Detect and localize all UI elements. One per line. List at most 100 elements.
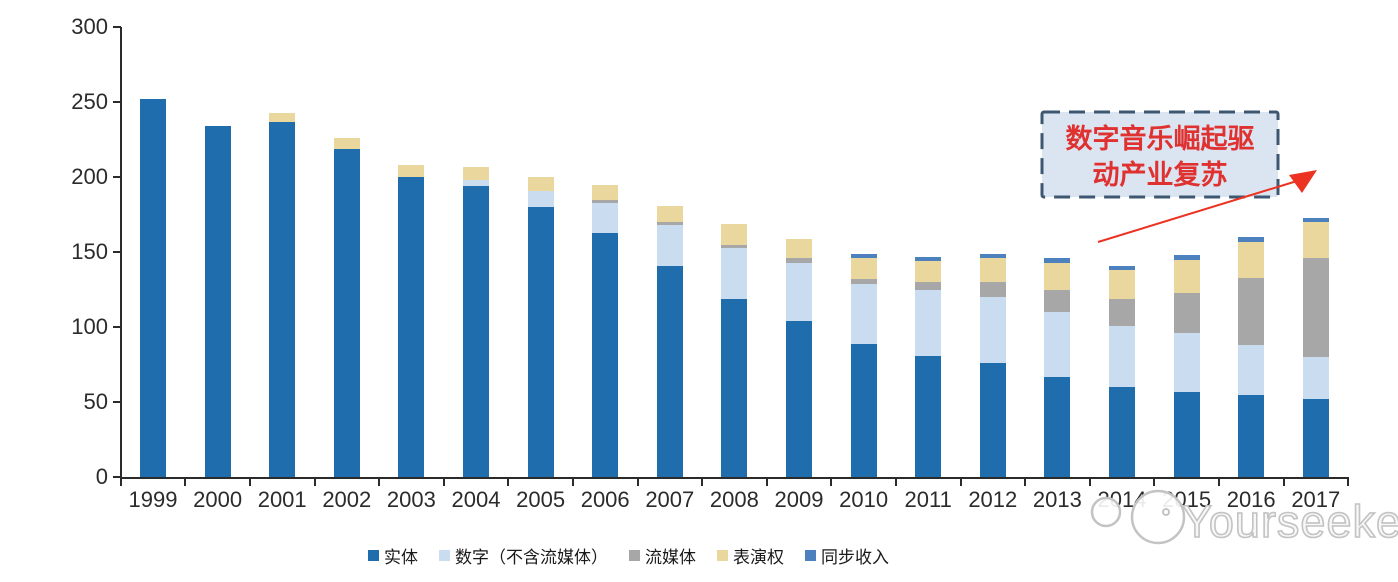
legend-label: 同步收入 bbox=[821, 548, 889, 567]
bar-segment bbox=[527, 207, 554, 477]
x-tick-label: 2007 bbox=[645, 487, 695, 512]
x-tickmark bbox=[1024, 478, 1027, 486]
annotation-line2: 动产业复苏 bbox=[1092, 160, 1228, 190]
y-tick-label: 50 bbox=[83, 389, 108, 414]
legend-marker bbox=[368, 550, 379, 561]
x-tickmark bbox=[313, 478, 316, 486]
x-tickmark bbox=[636, 478, 639, 486]
x-tick-label: 2002 bbox=[322, 487, 372, 512]
x-tick-label: 2014 bbox=[1097, 487, 1147, 512]
y-tickmark bbox=[113, 101, 121, 103]
bar-segment bbox=[656, 222, 683, 225]
bar-segment bbox=[1238, 345, 1265, 395]
bar-segment bbox=[463, 180, 489, 186]
x-tick-label: 2012 bbox=[968, 487, 1018, 512]
bar-segment bbox=[915, 289, 942, 356]
bar-segment bbox=[1173, 391, 1200, 477]
bar-segment bbox=[850, 258, 877, 279]
x-tickmark bbox=[119, 478, 122, 486]
x-tickmark bbox=[571, 478, 574, 486]
bar-segment bbox=[398, 165, 425, 177]
bar-segment bbox=[979, 363, 1006, 477]
bar-segment bbox=[979, 282, 1006, 297]
bar-segment bbox=[721, 247, 748, 299]
bar-segment bbox=[592, 232, 619, 477]
bar-segment bbox=[398, 177, 425, 477]
y-tickmark bbox=[113, 401, 121, 403]
bar-segment bbox=[786, 321, 812, 477]
y-tickmark bbox=[113, 476, 121, 478]
x-tickmark bbox=[184, 478, 187, 486]
bar-segment bbox=[140, 99, 166, 477]
legend-item: 流媒体 bbox=[629, 543, 696, 568]
watermark-text: Yourseeker bbox=[1181, 495, 1398, 548]
legend-item: 同步收入 bbox=[805, 543, 889, 568]
x-tick-label: 2013 bbox=[1032, 487, 1082, 512]
bar-segment bbox=[656, 265, 683, 477]
bar-segment bbox=[1173, 292, 1200, 333]
x-tick-label: 2016 bbox=[1226, 487, 1276, 512]
legend-label: 流媒体 bbox=[645, 548, 696, 567]
x-tick-label: 2009 bbox=[774, 487, 824, 512]
x-tickmark bbox=[1282, 478, 1285, 486]
bar-segment bbox=[915, 282, 942, 290]
bar-segment bbox=[1238, 237, 1265, 242]
x-tickmark bbox=[248, 478, 251, 486]
bar-segment bbox=[463, 166, 489, 180]
bar-segment bbox=[592, 199, 619, 203]
y-tick-label: 200 bbox=[71, 164, 108, 189]
legend-item: 表演权 bbox=[717, 543, 784, 568]
x-tick-label: 1999 bbox=[128, 487, 178, 512]
bar-segment bbox=[1044, 258, 1071, 263]
annotation-line1: 数字音乐崛起驱 bbox=[1065, 124, 1255, 154]
x-tick-label: 2003 bbox=[386, 487, 436, 512]
legend-item: 实体 bbox=[368, 543, 418, 568]
bar-segment bbox=[1173, 259, 1200, 293]
bar-segment bbox=[269, 112, 296, 122]
bar-segment bbox=[1109, 270, 1135, 299]
x-tick-label: 2006 bbox=[580, 487, 630, 512]
x-tickmark bbox=[442, 478, 445, 486]
bar-segment bbox=[527, 177, 554, 191]
legend-marker bbox=[629, 550, 640, 561]
x-tickmark bbox=[701, 478, 704, 486]
x-tick-label: 2005 bbox=[516, 487, 566, 512]
y-axis bbox=[120, 27, 122, 479]
bar-segment bbox=[850, 253, 877, 258]
bar-segment bbox=[786, 258, 812, 263]
y-tick-label: 250 bbox=[71, 89, 108, 114]
x-tickmark bbox=[507, 478, 510, 486]
annotation-arrowhead-icon bbox=[1289, 170, 1317, 193]
bar-segment bbox=[850, 343, 877, 477]
legend-marker bbox=[717, 550, 728, 561]
bar-segment bbox=[721, 223, 748, 245]
bar-segment bbox=[721, 244, 748, 248]
bar-segment bbox=[1044, 312, 1071, 377]
x-tick-label: 2011 bbox=[904, 487, 952, 512]
legend-marker bbox=[805, 550, 816, 561]
bar-segment bbox=[915, 355, 942, 477]
y-tick-label: 100 bbox=[71, 314, 108, 339]
bar-segment bbox=[786, 262, 812, 321]
y-tick-label: 0 bbox=[95, 464, 108, 489]
bar-segment bbox=[269, 121, 296, 477]
bar-segment bbox=[1238, 394, 1265, 477]
x-tickmark bbox=[959, 478, 962, 486]
bar-segment bbox=[656, 205, 683, 222]
bar-segment bbox=[463, 186, 489, 477]
x-tickmark bbox=[765, 478, 768, 486]
x-tickmark bbox=[1217, 478, 1220, 486]
bar-segment bbox=[1109, 325, 1135, 387]
bar-segment bbox=[1109, 298, 1135, 326]
bar-segment bbox=[915, 261, 942, 282]
bar-segment bbox=[333, 148, 360, 477]
bar-segment bbox=[1173, 255, 1200, 260]
x-tick-label: 2010 bbox=[839, 487, 889, 512]
bar-segment bbox=[721, 298, 748, 477]
x-tickmark bbox=[378, 478, 381, 486]
bar-segment bbox=[592, 184, 619, 200]
x-tick-label: 2017 bbox=[1291, 487, 1341, 512]
x-tickmark bbox=[1153, 478, 1156, 486]
bar-segment bbox=[850, 279, 877, 284]
y-tickmark bbox=[113, 176, 121, 178]
